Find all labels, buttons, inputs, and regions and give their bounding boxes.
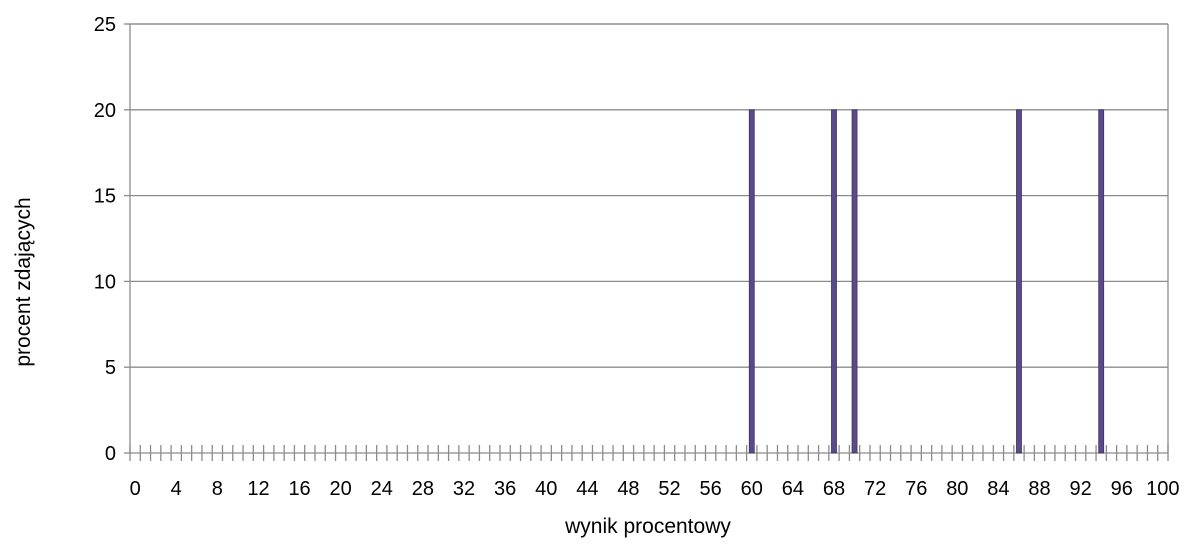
y-tick-label: 0 bbox=[105, 443, 116, 465]
tick-layer bbox=[124, 23, 1169, 461]
x-tick-label: 32 bbox=[453, 478, 475, 500]
x-tick-label: 60 bbox=[741, 478, 763, 500]
x-tick-label: 80 bbox=[946, 478, 968, 500]
x-tick-label: 28 bbox=[412, 478, 434, 500]
bar bbox=[748, 109, 755, 454]
y-tick-label: 10 bbox=[94, 271, 116, 293]
x-tick-label: 84 bbox=[987, 478, 1009, 500]
x-tick-label: 16 bbox=[288, 478, 310, 500]
x-tick-label: 92 bbox=[1070, 478, 1092, 500]
x-tick-label: 44 bbox=[576, 478, 598, 500]
x-tick-label: 100 bbox=[1146, 478, 1179, 500]
x-axis-title: wynik procentowy bbox=[564, 515, 731, 538]
x-tick-label: 76 bbox=[905, 478, 927, 500]
y-tick-label: 15 bbox=[94, 186, 116, 208]
x-tick-label: 56 bbox=[700, 478, 722, 500]
x-tick-label: 12 bbox=[247, 478, 269, 500]
x-tick-label: 20 bbox=[330, 478, 352, 500]
x-tick-label: 48 bbox=[617, 478, 639, 500]
bar bbox=[1098, 109, 1105, 454]
x-tick-label: 4 bbox=[171, 478, 182, 500]
x-tick-label: 64 bbox=[782, 478, 804, 500]
x-tick-label: 52 bbox=[658, 478, 680, 500]
y-tick-label: 25 bbox=[94, 14, 116, 36]
x-tick-label: 40 bbox=[535, 478, 557, 500]
x-tick-label: 88 bbox=[1028, 478, 1050, 500]
y-tick-label: 20 bbox=[94, 100, 116, 122]
bar-layer bbox=[748, 109, 1105, 454]
bar bbox=[851, 109, 858, 454]
bar bbox=[1016, 109, 1022, 454]
x-tick-label: 72 bbox=[864, 478, 886, 500]
x-tick-label: 0 bbox=[130, 478, 141, 500]
x-tick-label: 8 bbox=[212, 478, 223, 500]
x-tick-label: 68 bbox=[823, 478, 845, 500]
x-tick-label: 96 bbox=[1111, 478, 1133, 500]
x-tick-label: 36 bbox=[494, 478, 516, 500]
grid-layer bbox=[129, 23, 1169, 453]
x-tick-label: 24 bbox=[371, 478, 393, 500]
y-axis-title: procent zdających bbox=[12, 197, 35, 366]
y-tick-label: 5 bbox=[105, 357, 116, 379]
bar bbox=[831, 109, 837, 454]
